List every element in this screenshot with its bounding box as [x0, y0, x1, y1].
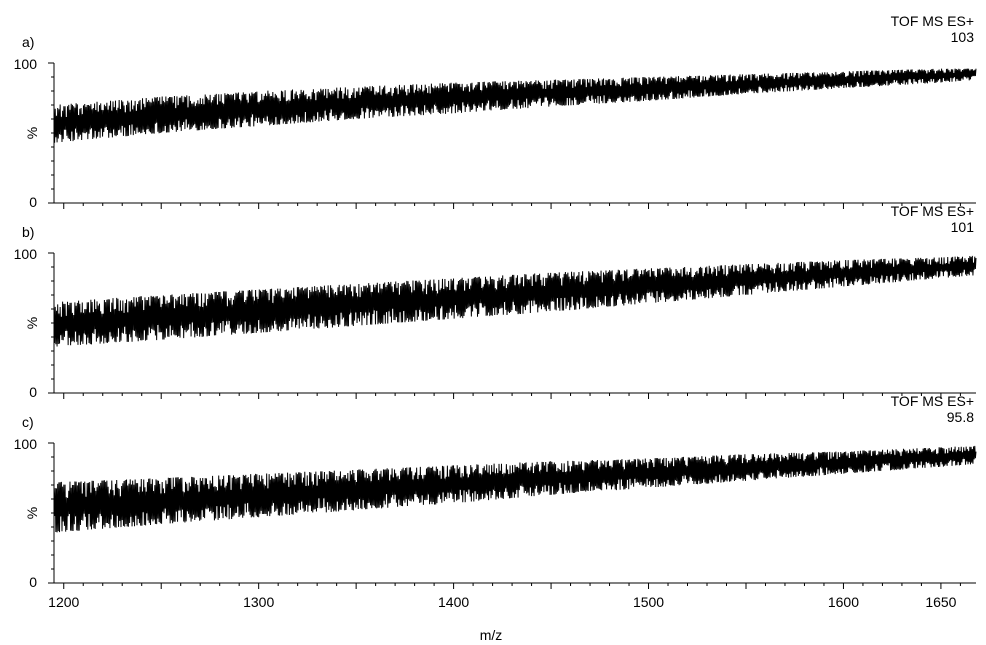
y-axis-label: % — [24, 127, 40, 139]
x-tick-label: 1500 — [633, 594, 664, 610]
max-intensity-label: 101 — [951, 219, 975, 235]
y-tick-label-100: 100 — [14, 436, 38, 452]
x-ticks — [64, 583, 961, 589]
spectrum-trace — [54, 69, 976, 143]
x-tick-label: 1300 — [243, 594, 274, 610]
y-tick-label-0: 0 — [29, 384, 37, 400]
y-ticks — [48, 443, 54, 583]
x-ticks — [64, 203, 961, 209]
y-ticks — [48, 63, 54, 203]
x-tick-label: 1400 — [438, 594, 469, 610]
spectrum-panel-a: a) TOF MS ES+ 103 100 0 % — [14, 13, 976, 210]
spectrum-trace — [54, 446, 976, 532]
x-tick-label: 1650 — [925, 594, 956, 610]
y-axis-label: % — [24, 317, 40, 329]
panel-label: b) — [22, 224, 34, 240]
x-ticks — [64, 393, 961, 399]
instrument-label: TOF MS ES+ — [891, 13, 974, 29]
instrument-label: TOF MS ES+ — [891, 393, 974, 409]
spectrum-panel-c: c) TOF MS ES+ 95.8 100 0 % — [14, 393, 976, 590]
x-tick-labels: 1200 1300 1400 1500 1600 1650 — [48, 594, 957, 610]
x-tick-label: 1600 — [828, 594, 859, 610]
y-axis-label: % — [24, 507, 40, 519]
panel-label: c) — [22, 414, 34, 430]
y-ticks — [48, 253, 54, 393]
y-tick-label-100: 100 — [14, 56, 38, 72]
x-tick-label: 1200 — [48, 594, 79, 610]
instrument-label: TOF MS ES+ — [891, 203, 974, 219]
y-tick-label-0: 0 — [29, 574, 37, 590]
y-tick-label-100: 100 — [14, 246, 38, 262]
y-tick-label-0: 0 — [29, 194, 37, 210]
max-intensity-label: 103 — [951, 29, 975, 45]
panel-label: a) — [22, 34, 34, 50]
spectrum-trace — [54, 256, 976, 347]
x-axis-label: m/z — [480, 627, 503, 643]
spectrum-panel-b: b) TOF MS ES+ 101 100 0 % — [14, 203, 976, 400]
max-intensity-label: 95.8 — [947, 409, 974, 425]
